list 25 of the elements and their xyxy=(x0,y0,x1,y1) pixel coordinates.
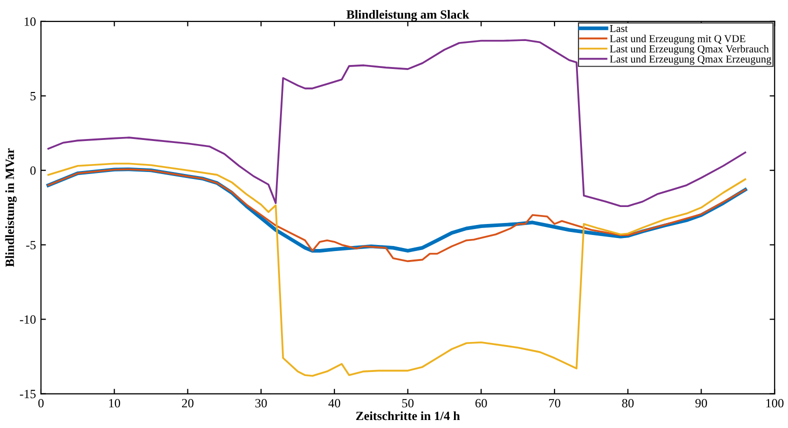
y-tick-label: -10 xyxy=(20,315,36,324)
y-tick-label: -15 xyxy=(20,390,36,398)
chart-title: Blindleistung am Slack xyxy=(346,10,470,22)
legend-label: Last xyxy=(610,25,628,32)
x-tick-label: 80 xyxy=(622,398,634,408)
legend-label: Last und Erzeugung Qmax Verbrauch xyxy=(610,44,769,55)
y-tick-label: -5 xyxy=(26,240,36,250)
legend-label: Last und Erzeugung Qmax Erzeugung xyxy=(610,55,772,65)
x-tick-label: 30 xyxy=(255,398,267,408)
y-tick-label: 5 xyxy=(30,92,36,100)
line-series xyxy=(47,162,746,377)
x-tick-label: 100 xyxy=(766,398,784,408)
x-tick-label: 70 xyxy=(549,398,560,408)
y-tick-label: 0 xyxy=(30,166,36,175)
x-tick-label: 10 xyxy=(109,398,120,408)
x-tick-label: 60 xyxy=(475,398,487,408)
x-axis-title: Zeitschritte in 1/4 h xyxy=(356,411,460,420)
x-tick-label: 50 xyxy=(402,398,414,408)
y-axis-title: Blindleistung in MVar xyxy=(5,148,17,267)
x-tick-label: 20 xyxy=(182,398,194,408)
y-tick-label: 10 xyxy=(24,17,36,26)
x-tick-label: 90 xyxy=(695,398,708,408)
x-tick-label: 40 xyxy=(328,398,340,408)
legend-label: Last und Erzeugung mit Q VDE xyxy=(610,34,746,44)
x-tick-label: 0 xyxy=(38,398,44,408)
